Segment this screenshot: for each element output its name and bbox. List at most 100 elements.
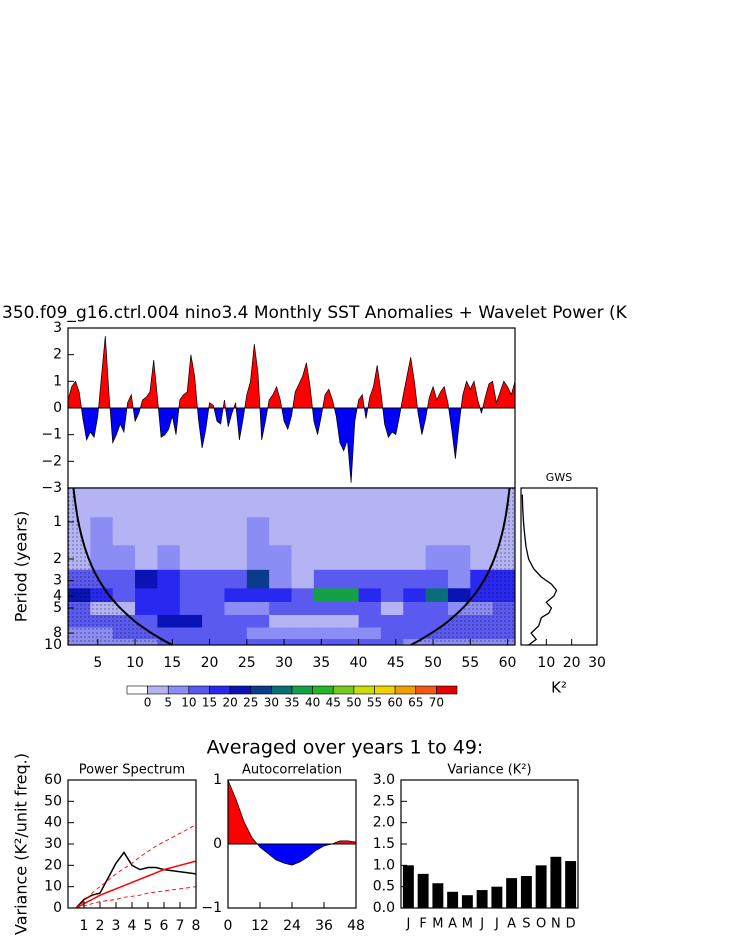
bar: [461, 895, 473, 908]
power-cell: [157, 488, 181, 518]
power-cell: [336, 545, 359, 571]
x-tick-label: 10: [126, 655, 144, 671]
power-cell: [269, 488, 292, 518]
power-cell: [157, 545, 181, 571]
power-cell: [135, 545, 158, 571]
power-cell: [403, 627, 426, 640]
y-tick-label: 20: [44, 857, 62, 873]
power-cell: [336, 601, 359, 616]
panel: 0 10 20 30 40 50 60 1 2 3 4 5 6 7 8 Power Spectrum Varia…: [12, 753, 201, 935]
y-axis-label: Period (years): [12, 511, 31, 623]
power-cell: [179, 588, 203, 603]
negative-area: [228, 844, 356, 866]
power-cell: [336, 639, 359, 646]
y-tick-label: 8: [53, 625, 62, 641]
y-tick-label: 2.0: [373, 815, 395, 831]
x-tick-label: 55: [461, 655, 479, 671]
colorbar-label: 10: [181, 696, 196, 710]
power-cell: [135, 488, 158, 518]
colorbar-label: 50: [346, 696, 361, 710]
power-cell: [403, 569, 426, 589]
power-cell: [157, 517, 181, 546]
power-cell: [246, 614, 270, 628]
y-tick-label: 5: [53, 600, 62, 616]
power-cell: [224, 488, 248, 518]
power-cell: [291, 639, 315, 646]
figure-title: 350.f09_g16.ctrl.004 nino3.4 Monthly SST…: [2, 303, 628, 323]
x-tick-label: J: [494, 917, 499, 932]
coi-stipple: [410, 488, 515, 645]
y-tick-label: 0: [213, 836, 222, 852]
x-tick-label: 48: [347, 918, 365, 934]
power-cell: [447, 588, 471, 603]
x-tick-label: O: [536, 917, 546, 932]
colorbar-box: [188, 685, 210, 695]
coi-stipple: [68, 488, 173, 645]
x-tick-label: 45: [387, 655, 405, 671]
colorbar-box: [332, 685, 355, 695]
power-cell: [313, 488, 337, 518]
power-cell: [336, 488, 359, 518]
power-cell: [358, 488, 382, 518]
power-cell: [179, 614, 203, 628]
power-cell: [291, 601, 315, 616]
x-tick-label: A: [507, 917, 516, 932]
power-cell: [380, 545, 404, 571]
area-outline: [67, 335, 516, 483]
power-cell: [425, 488, 449, 518]
power-cell: [313, 614, 337, 628]
colorbar-box: [394, 685, 417, 695]
y-tick-label: −3: [41, 480, 62, 496]
colorbar-box: [353, 685, 375, 695]
power-cell: [202, 569, 225, 589]
y-tick-label: 1: [53, 373, 62, 389]
power-cell: [202, 601, 225, 616]
panel: 10 20 30 GWS K²: [520, 471, 606, 697]
y-tick-label: 2: [53, 347, 62, 363]
power-cell: [202, 488, 225, 518]
y-tick-label: 10: [44, 879, 62, 895]
power-cell: [313, 517, 337, 546]
power-cell: [425, 545, 449, 571]
bar: [565, 861, 577, 908]
power-cell: [112, 569, 136, 589]
power-cell: [425, 601, 449, 616]
power-cell: [291, 627, 315, 640]
power-cell: [358, 614, 382, 628]
x-tick-label: 3: [112, 918, 121, 934]
spectrum-line: [75, 851, 197, 909]
x-tick-label: 10: [537, 655, 555, 671]
colorbar-label: 5: [164, 696, 172, 710]
global-wavelet-spectrum: [521, 494, 558, 646]
x-tick-label: D: [566, 917, 576, 932]
power-cell: [202, 517, 225, 546]
power-cell: [202, 614, 225, 628]
power-cell: [403, 588, 426, 603]
x-tick-label: 1: [80, 918, 89, 934]
x-tick-label: 15: [163, 655, 181, 671]
x-tick-label: 0: [224, 918, 233, 934]
colorbar-box: [126, 685, 148, 695]
power-cell: [380, 517, 404, 546]
power-cell: [135, 569, 158, 589]
x-tick-label: F: [419, 917, 426, 932]
panel-title: GWS: [546, 471, 572, 484]
x-tick-label: M: [432, 917, 443, 932]
x-tick-label: 40: [350, 655, 368, 671]
colorbar-box: [374, 685, 396, 695]
x-tick-label: 4: [128, 918, 137, 934]
power-cell: [179, 517, 203, 546]
power-cell: [358, 601, 382, 616]
x-tick-label: 5: [93, 655, 102, 671]
power-cell: [246, 639, 270, 646]
power-cell: [425, 588, 449, 603]
bar: [506, 878, 518, 908]
y-tick-label: −1: [201, 900, 222, 916]
x-tick-label: 8: [192, 918, 201, 934]
power-cell: [90, 545, 114, 571]
power-cell: [358, 639, 382, 646]
negative-area: [68, 408, 515, 483]
positive-area: [68, 336, 515, 408]
y-tick-label: 2: [53, 551, 62, 567]
